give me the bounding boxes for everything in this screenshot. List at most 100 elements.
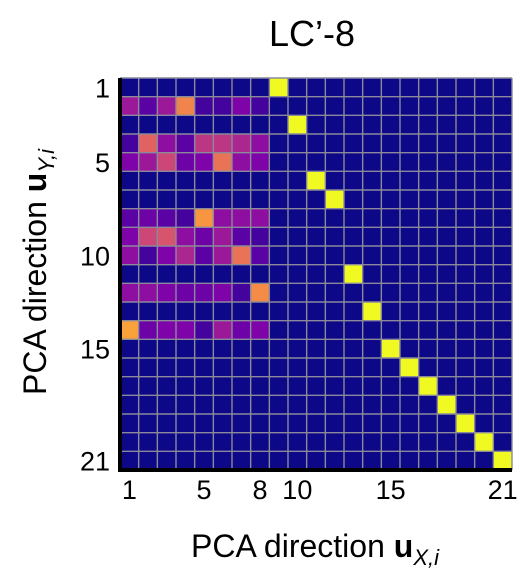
heatmap-cell	[456, 227, 475, 247]
heatmap-cell	[437, 432, 457, 452]
heatmap-cell	[213, 227, 233, 247]
heatmap-cell	[157, 451, 177, 471]
heatmap-cell	[418, 134, 438, 153]
heatmap-cell	[250, 190, 270, 209]
heatmap-cell	[362, 302, 382, 321]
heatmap-cell	[418, 302, 438, 321]
heatmap-cell	[250, 432, 270, 452]
heatmap-cell	[456, 190, 475, 209]
heatmap-cell	[213, 414, 233, 433]
heatmap-cell	[381, 283, 401, 303]
heatmap-cell	[250, 78, 270, 97]
heatmap-cell	[437, 339, 457, 359]
heatmap-cell	[456, 376, 475, 396]
heatmap-cell	[306, 134, 326, 153]
heatmap-cell	[213, 171, 233, 191]
heatmap-cell	[325, 358, 345, 377]
heatmap-cell	[157, 358, 177, 377]
heatmap-cell	[437, 96, 457, 116]
heatmap-cell	[418, 339, 438, 359]
heatmap-cell	[456, 264, 475, 284]
heatmap-cell	[176, 264, 195, 284]
heatmap-cell	[418, 152, 438, 172]
heatmap-cell	[456, 395, 475, 415]
heatmap-cell	[400, 414, 419, 433]
heatmap-cell	[400, 171, 419, 191]
heatmap-cell	[306, 264, 326, 284]
heatmap-cell	[194, 432, 214, 452]
heatmap-cell	[418, 376, 438, 396]
heatmap-cell	[381, 302, 401, 321]
heatmap-cell	[138, 264, 158, 284]
heatmap-cell	[157, 283, 177, 303]
heatmap-cell	[288, 246, 307, 265]
heatmap-cell	[176, 376, 195, 396]
heatmap-cell	[288, 115, 307, 135]
heatmap-cell	[381, 227, 401, 247]
y-tick-label: 21	[80, 447, 110, 477]
heatmap-cell	[437, 414, 457, 433]
heatmap-cell	[362, 134, 382, 153]
heatmap-cell	[250, 320, 270, 340]
heatmap-cell	[138, 246, 158, 265]
heatmap-cell	[194, 78, 214, 97]
heatmap-cell	[362, 152, 382, 172]
heatmap-cell	[400, 358, 419, 377]
heatmap-cell	[176, 339, 195, 359]
heatmap-cell	[288, 78, 307, 97]
heatmap-cell	[138, 115, 158, 135]
heatmap-cell	[213, 432, 233, 452]
heatmap-cell	[120, 208, 139, 228]
heatmap-cell	[381, 451, 401, 471]
heatmap-cell	[418, 358, 438, 377]
heatmap-cell	[437, 264, 457, 284]
heatmap-cell	[138, 190, 158, 209]
heatmap-cell	[362, 320, 382, 340]
heatmap-cell	[213, 358, 233, 377]
heatmap-cell	[418, 115, 438, 135]
heatmap-cell	[400, 208, 419, 228]
heatmap-cell	[456, 451, 475, 471]
heatmap-cell	[250, 339, 270, 359]
heatmap-cell	[418, 264, 438, 284]
heatmap-cell	[194, 395, 214, 415]
heatmap-cell	[176, 283, 195, 303]
heatmap-cell	[250, 171, 270, 191]
heatmap-cell	[157, 395, 177, 415]
heatmap-cell	[232, 358, 251, 377]
heatmap-cell	[232, 376, 251, 396]
heatmap-cell	[157, 78, 177, 97]
heatmap-cell	[344, 190, 363, 209]
heatmap-cell	[250, 246, 270, 265]
x-axis-label-subscript: X,i	[412, 545, 440, 570]
heatmap-cell	[437, 376, 457, 396]
heatmap-cell	[325, 152, 345, 172]
x-tick-label: 1	[122, 475, 137, 505]
heatmap-cell	[400, 152, 419, 172]
heatmap-cell	[381, 190, 401, 209]
heatmap-cell	[120, 227, 139, 247]
heatmap-cell	[493, 283, 513, 303]
heatmap-cell	[381, 414, 401, 433]
heatmap-cell	[138, 208, 158, 228]
y-axis-label-prefix: PCA direction	[17, 192, 53, 395]
heatmap-cell	[362, 376, 382, 396]
heatmap-cell	[250, 208, 270, 228]
heatmap-cell	[456, 96, 475, 116]
heatmap-cell	[344, 376, 363, 396]
heatmap-cell	[381, 96, 401, 116]
heatmap-cell	[493, 190, 513, 209]
heatmap-cell	[288, 208, 307, 228]
heatmap-cell	[232, 78, 251, 97]
heatmap-cell	[176, 302, 195, 321]
heatmap-cell	[157, 320, 177, 340]
heatmap-cell	[269, 246, 289, 265]
heatmap-cell	[250, 227, 270, 247]
heatmap-cell	[344, 134, 363, 153]
heatmap-cell	[213, 339, 233, 359]
heatmap-cell	[456, 283, 475, 303]
heatmap-cell	[418, 414, 438, 433]
heatmap-cell	[269, 320, 289, 340]
heatmap-cell	[493, 115, 513, 135]
heatmap-cell	[344, 264, 363, 284]
